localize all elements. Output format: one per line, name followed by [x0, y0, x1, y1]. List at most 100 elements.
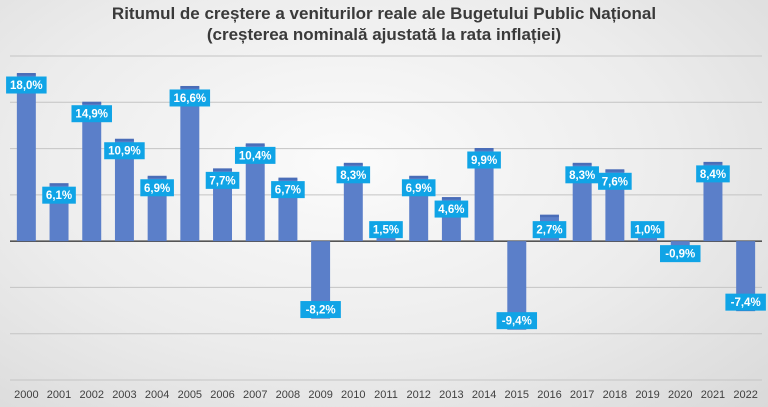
bar-cap — [82, 101, 102, 105]
data-label: 8,3% — [569, 170, 595, 182]
bar-cap — [16, 73, 36, 76]
data-label: -9,4% — [502, 316, 532, 328]
data-label-box — [104, 142, 145, 160]
chart-subtitle: (creșterea nominală ajustată la rata inf… — [206, 25, 562, 44]
x-tick-label: 2005 — [178, 389, 202, 401]
bar-cap — [474, 147, 494, 151]
bar-cap — [539, 214, 559, 218]
bar-cap — [278, 177, 298, 181]
data-label-box — [660, 245, 701, 263]
data-label-box — [169, 89, 211, 107]
data-label-box — [6, 76, 47, 94]
bar-cap — [343, 162, 363, 166]
data-label-box — [496, 312, 538, 330]
data-label: 6,9% — [144, 183, 170, 195]
bar-2009 — [311, 241, 331, 318]
data-label: -0,9% — [665, 249, 695, 261]
data-label: 4,6% — [438, 204, 464, 216]
data-label: -7,4% — [731, 297, 761, 309]
data-label: 14,9% — [75, 109, 108, 121]
data-label: 7,7% — [209, 175, 235, 187]
data-label-box — [271, 181, 305, 199]
x-tick-label: 2014 — [472, 389, 496, 401]
data-label: 16,6% — [174, 93, 207, 105]
x-tick-label: 2010 — [341, 389, 365, 401]
bar-2014 — [474, 149, 494, 242]
data-label: 6,9% — [406, 183, 432, 195]
bar-2003 — [114, 140, 134, 242]
bar-2022 — [736, 241, 756, 310]
data-label: 9,9% — [471, 155, 497, 167]
data-label: 7,6% — [602, 176, 628, 188]
bar-2021 — [703, 163, 723, 242]
x-tick-label: 2007 — [243, 389, 267, 401]
data-label-box — [725, 293, 766, 311]
data-label-box — [140, 179, 174, 197]
x-tick-label: 2008 — [276, 389, 300, 401]
data-label-box — [71, 105, 112, 123]
bar-cap — [572, 162, 592, 166]
data-label-box — [565, 166, 599, 184]
data-label-box — [336, 166, 371, 184]
data-label-box — [434, 200, 469, 218]
x-tick-label: 2013 — [439, 389, 463, 401]
data-label-box — [369, 221, 403, 239]
data-label: 1,0% — [634, 225, 660, 237]
data-label: 6,1% — [46, 190, 72, 202]
data-label-box — [696, 165, 730, 183]
x-tick-label: 2011 — [374, 389, 398, 401]
data-label-box — [598, 172, 632, 190]
bar-cap — [49, 183, 69, 186]
bar-2007 — [245, 144, 265, 242]
data-label: 10,4% — [239, 150, 272, 162]
x-tick-label: 2018 — [603, 389, 627, 401]
bar-cap — [409, 175, 429, 179]
x-tick-label: 2019 — [635, 389, 659, 401]
x-tick-label: 2002 — [79, 389, 103, 401]
data-label-box — [467, 151, 501, 169]
x-tick-label: 2017 — [570, 389, 594, 401]
data-label: 10,9% — [108, 146, 141, 158]
bar-2000 — [16, 74, 36, 242]
data-label: 1,5% — [373, 225, 399, 237]
data-label-box — [401, 179, 436, 197]
bar-2005 — [180, 87, 200, 242]
x-tick-label: 2016 — [537, 389, 561, 401]
x-tick-label: 2012 — [406, 389, 430, 401]
data-label-box — [532, 221, 567, 239]
data-label-box — [205, 171, 240, 189]
bar-cap — [703, 161, 723, 165]
x-tick-label: 2021 — [701, 389, 725, 401]
data-label: 6,7% — [275, 185, 301, 197]
x-tick-label: 2000 — [14, 389, 38, 401]
bar-cap — [605, 169, 625, 172]
data-label-box — [630, 221, 665, 239]
data-label: 2,7% — [536, 225, 562, 237]
x-tick-label: 2006 — [210, 389, 234, 401]
x-tick-label: 2015 — [505, 389, 529, 401]
data-label: -8,2% — [306, 305, 336, 317]
data-label-box — [300, 301, 341, 319]
data-label-box — [42, 186, 76, 204]
chart-title-line1: Ritumul de creștere a veniturilor reale … — [111, 4, 657, 23]
data-label: 8,4% — [700, 169, 726, 181]
bar-cap — [114, 138, 134, 142]
data-label-box — [234, 146, 276, 164]
x-tick-label: 2003 — [112, 389, 136, 401]
bar-cap — [180, 85, 200, 89]
bar-cap — [213, 168, 233, 171]
x-tick-label: 2001 — [47, 389, 71, 401]
x-tick-label: 2009 — [308, 389, 332, 401]
bar-cap — [245, 143, 265, 146]
bar-2010 — [343, 164, 363, 242]
x-tick-label: 2022 — [733, 389, 757, 401]
bar-2015 — [507, 241, 527, 329]
bar-2017 — [572, 164, 592, 242]
data-label: 8,3% — [340, 170, 366, 182]
x-tick-label: 2020 — [668, 389, 692, 401]
bar-2002 — [82, 103, 102, 242]
chart-title: Ritumul de creștere a veniturilor reale … — [0, 3, 768, 45]
bar-cap — [441, 197, 461, 200]
data-label: 18,0% — [10, 80, 43, 92]
